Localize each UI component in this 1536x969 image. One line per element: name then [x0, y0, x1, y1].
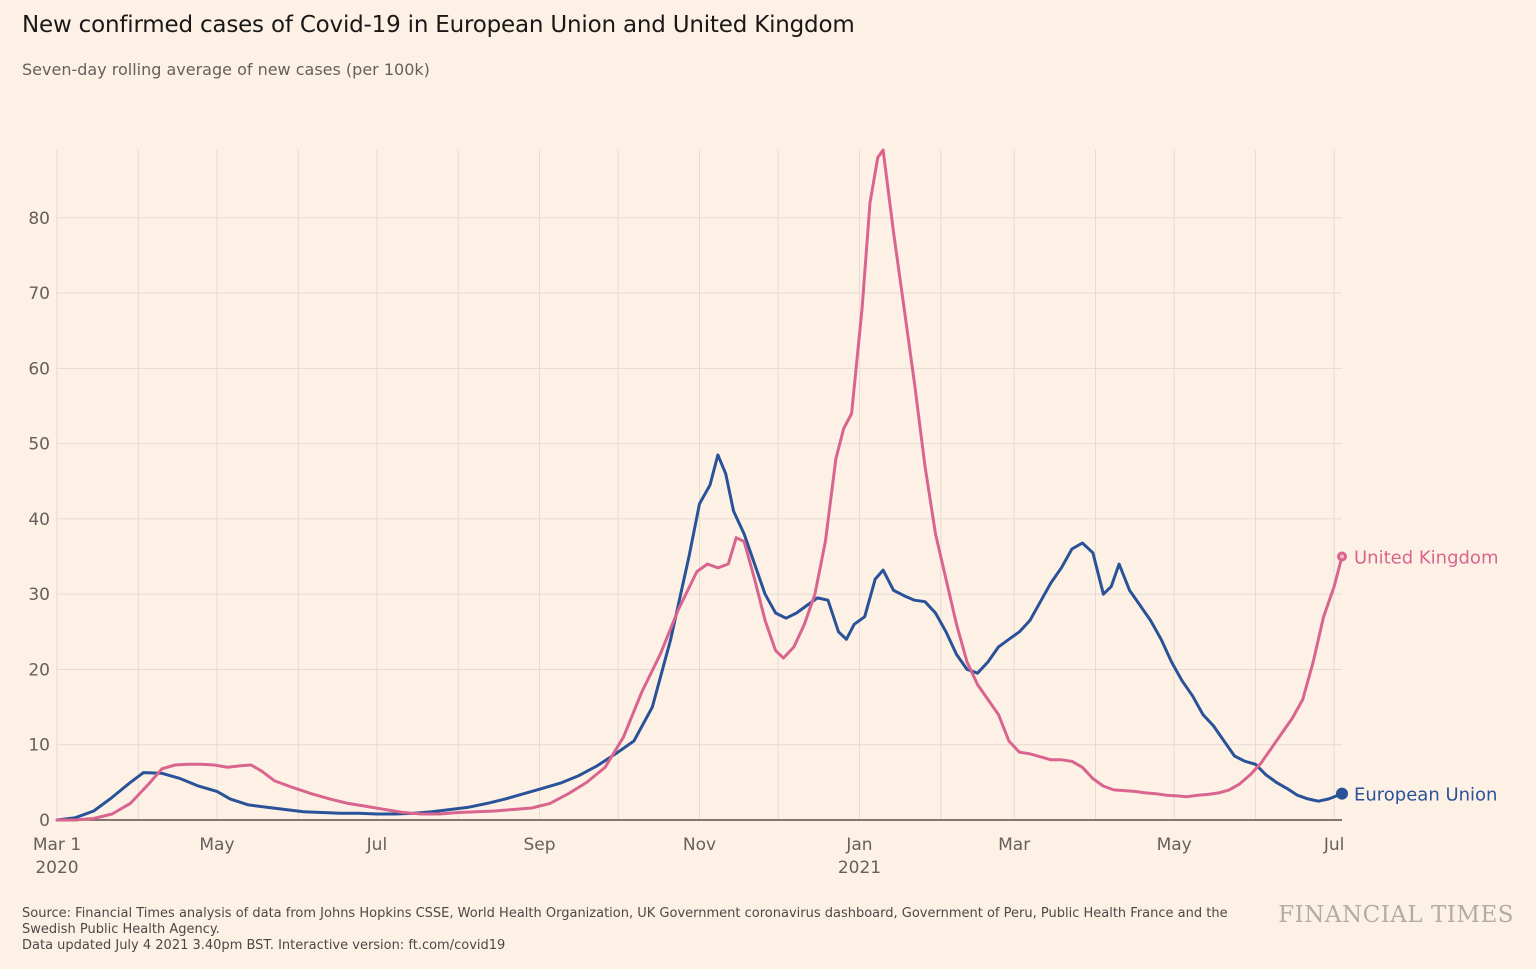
series-layer — [55, 148, 1348, 822]
x-tick-label: Mar 1 — [33, 835, 81, 855]
y-tick-label: 80 — [28, 209, 50, 229]
x-tick-label: Jul — [1323, 835, 1345, 855]
y-tick-label: 20 — [28, 660, 50, 680]
x-tick-year-label: 2020 — [35, 858, 78, 878]
source-note: Source: Financial Times analysis of data… — [22, 906, 1262, 954]
y-tick-label: 40 — [28, 510, 50, 530]
axis-layer: 0 10 20 30 40 50 60 70 80 Mar 1 2020 May Jul Sep Nov Ja… — [28, 209, 1344, 878]
x-tick-label: Nov — [683, 835, 716, 855]
page-subtitle: Seven-day rolling average of new cases (… — [22, 60, 430, 79]
y-tick-label: 50 — [28, 435, 50, 455]
ft-logo: FINANCIAL TIMES — [1278, 902, 1514, 928]
x-tick-label: Sep — [524, 835, 556, 855]
series-label-united-kingdom: United Kingdom — [1354, 548, 1498, 569]
x-tick-label: Mar — [998, 835, 1030, 855]
y-tick-label: 60 — [28, 359, 50, 379]
x-tick-year-label: 2021 — [838, 858, 881, 878]
update-text: Data updated July 4 2021 3.40pm BST. Int… — [22, 938, 506, 953]
x-tick-label: Jan — [845, 835, 872, 855]
y-tick-label: 30 — [28, 585, 50, 605]
x-tick-label: May — [199, 835, 234, 855]
x-tick-label: Jul — [366, 835, 388, 855]
y-tick-label: 0 — [39, 811, 50, 831]
label-layer: European Union United Kingdom — [1354, 548, 1498, 806]
x-tick-label: May — [1157, 835, 1192, 855]
source-text: Source: Financial Times analysis of data… — [22, 906, 1228, 937]
page-title: New confirmed cases of Covid-19 in Europ… — [22, 12, 855, 38]
grid-layer — [56, 150, 1342, 820]
series-line-united-kingdom — [55, 148, 1344, 822]
y-tick-label: 70 — [28, 284, 50, 304]
series-line-european-union — [55, 453, 1344, 822]
y-tick-label: 10 — [28, 736, 50, 756]
series-end-marker-center — [1340, 554, 1344, 559]
series-label-european-union: European Union — [1354, 785, 1497, 806]
series-end-marker-european-union — [1336, 787, 1348, 800]
